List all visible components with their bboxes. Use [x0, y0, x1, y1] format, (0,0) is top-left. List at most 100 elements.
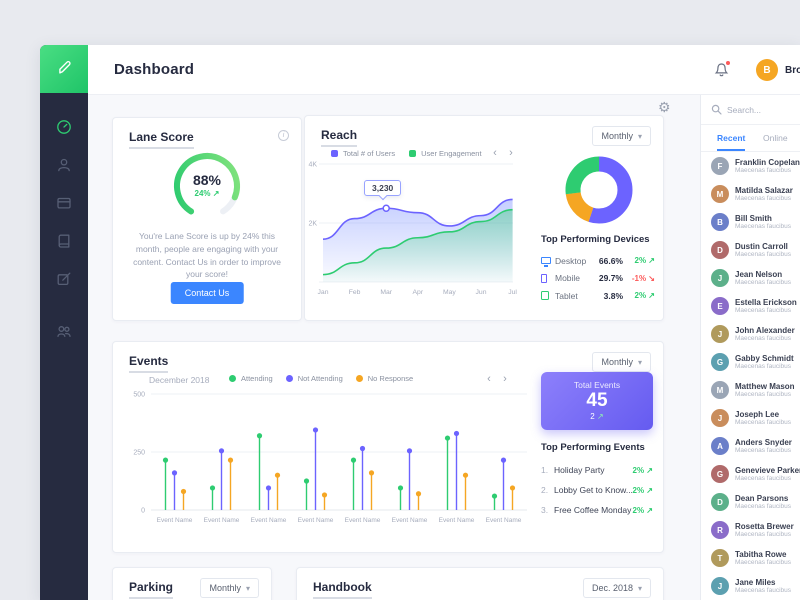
events-period-button[interactable]: Monthly ▾ [592, 352, 651, 372]
search-icon [711, 104, 722, 115]
contact-text: Matilda Salazar Maecenas faucibus [735, 186, 800, 202]
reach-title: Reach [321, 128, 358, 147]
contact-text: Dean Parsons Maecenas faucibus [735, 494, 800, 510]
svg-text:Apr: Apr [413, 289, 424, 296]
chevron-right-icon[interactable]: › [509, 147, 513, 159]
event-rank: 1. [541, 465, 549, 475]
device-row: Desktop 66.6% 2% ↗ [541, 252, 655, 270]
parking-period-button[interactable]: Monthly ▾ [200, 578, 259, 598]
svg-text:2K: 2K [308, 221, 317, 228]
handbook-period-button[interactable]: Dec. 2018 ▾ [582, 578, 651, 598]
contact-row[interactable]: M Matthew Mason Maecenas faucibus [701, 376, 800, 404]
contact-name: Franklin Copeland [735, 158, 800, 167]
contact-avatar: T [711, 549, 729, 567]
chevron-left-icon[interactable]: ‹ [487, 373, 491, 385]
chevron-left-icon[interactable]: ‹ [493, 147, 497, 159]
contact-row[interactable]: E Estella Erickson Maecenas faucibus [701, 292, 800, 320]
reach-period-button[interactable]: Monthly ▾ [592, 126, 651, 146]
contact-name: Joseph Lee [735, 410, 780, 419]
contact-avatar: G [711, 465, 729, 483]
contact-row[interactable]: J Joseph Lee Maecenas faucibus [701, 404, 800, 432]
legend-no-response: No Response [355, 374, 413, 383]
nav-profile-icon[interactable] [56, 157, 72, 173]
lane-score-title: Lane Score [129, 130, 194, 149]
nav-handbook-icon[interactable] [56, 233, 72, 249]
svg-text:Event Name: Event Name [157, 517, 193, 524]
contact-row[interactable]: G Gabby Schmidt Maecenas faucibus [701, 348, 800, 376]
sidebar-nav [40, 93, 88, 339]
app-logo[interactable] [40, 45, 88, 93]
nav-cards-icon[interactable] [56, 195, 72, 211]
device-row: Tablet 3.8% 2% ↗ [541, 287, 655, 305]
parking-card: Parking Monthly ▾ [112, 567, 272, 600]
user-avatar[interactable]: B [756, 59, 778, 81]
device-name: Mobile [555, 273, 581, 284]
contact-text: Rosetta Brewer Maecenas faucibus [735, 522, 800, 538]
arrow-up-icon: ↗ [596, 411, 604, 421]
legend-not-attending: Not Attending [285, 374, 343, 383]
search-input[interactable] [727, 104, 789, 115]
notifications-bell-icon[interactable] [714, 60, 731, 78]
gear-icon[interactable]: ⚙ [658, 99, 671, 115]
top-event-row[interactable]: 2. Lobby Get to Know... 2% ↗ [541, 480, 653, 500]
device-name: Tablet [555, 290, 578, 301]
nav-compose-icon[interactable] [56, 271, 72, 287]
contact-name: Matthew Mason [735, 382, 795, 391]
total-events-label: Total Events [573, 380, 621, 390]
contact-us-button[interactable]: Contact Us [170, 282, 244, 304]
contact-subtitle: Maecenas faucibus [735, 279, 792, 286]
chevron-right-icon[interactable]: › [503, 373, 507, 385]
svg-text:Event Name: Event Name [392, 517, 428, 524]
top-event-row[interactable]: 3. Free Coffee Monday 2% ↗ [541, 500, 653, 520]
contact-text: Joseph Lee Maecenas faucibus [735, 410, 800, 426]
device-icon [541, 257, 555, 268]
top-devices: Top Performing Devices Desktop 66.6% 2% … [541, 234, 655, 305]
contact-name: Tabitha Rowe [735, 550, 787, 559]
contact-row[interactable]: J Jane Miles Maecenas faucibus [701, 572, 800, 600]
event-delta: 2% ↗ [632, 505, 654, 515]
events-chart: 500 250 0 Event Name Event Name Event Name Eve… [133, 392, 527, 524]
contact-subtitle: Maecenas faucibus [735, 223, 792, 230]
parking-title: Parking [129, 580, 174, 599]
contact-row[interactable]: J Jean Nelson Maecenas faucibus [701, 264, 800, 292]
device-share: 3.8% [603, 290, 623, 301]
top-header: Dashboard B Bro [88, 45, 800, 95]
top-event-row[interactable]: 1. Holiday Party 2% ↗ [541, 460, 653, 480]
contact-avatar: M [711, 185, 729, 203]
svg-text:Mar: Mar [380, 289, 392, 296]
contact-name: Genevieve Parker [735, 466, 800, 475]
device-list: Desktop 66.6% 2% ↗ Mobile 29.7% -1% ↘ Ta… [541, 252, 655, 305]
nav-team-icon[interactable] [56, 323, 72, 339]
svg-text:Jun: Jun [476, 289, 487, 296]
contact-name: Anders Snyder [735, 438, 792, 447]
contact-text: Bill Smith Maecenas faucibus [735, 214, 800, 230]
contact-avatar: M [711, 381, 729, 399]
contact-row[interactable]: T Tabitha Rowe Maecenas faucibus [701, 544, 800, 572]
contact-row[interactable]: A Anders Snyder Maecenas faucibus [701, 432, 800, 460]
lane-score-description: You're Lane Score is up by 24% this mont… [133, 231, 281, 280]
info-icon[interactable]: i [278, 130, 289, 141]
contact-row[interactable]: F Franklin Copeland Maecenas faucibus [701, 152, 800, 180]
contact-subtitle: Maecenas faucibus [735, 531, 792, 538]
contact-text: Franklin Copeland Maecenas faucibus [735, 158, 800, 174]
device-delta: 2% ↗ [634, 291, 656, 301]
tab-recent[interactable]: Recent [717, 133, 746, 151]
contact-list: F Franklin Copeland Maecenas faucibus M … [701, 152, 800, 600]
svg-text:0: 0 [141, 508, 145, 515]
contact-row[interactable]: M Matilda Salazar Maecenas faucibus [701, 180, 800, 208]
tab-online[interactable]: Online [763, 133, 788, 143]
contact-row[interactable]: G Genevieve Parker Maecenas faucibus [701, 460, 800, 488]
contact-subtitle: Maecenas faucibus [735, 475, 792, 482]
nav-dashboard-icon[interactable] [56, 119, 72, 135]
contacts-search [701, 95, 800, 125]
legend-attending: Attending [229, 374, 273, 383]
svg-text:Jul: Jul [508, 289, 517, 296]
contact-row[interactable]: D Dean Parsons Maecenas faucibus [701, 488, 800, 516]
contact-row[interactable]: R Rosetta Brewer Maecenas faucibus [701, 516, 800, 544]
svg-text:4K: 4K [308, 162, 317, 169]
contact-row[interactable]: B Bill Smith Maecenas faucibus [701, 208, 800, 236]
contact-row[interactable]: D Dustin Carroll Maecenas faucibus [701, 236, 800, 264]
contact-row[interactable]: J John Alexander Maecenas faucibus [701, 320, 800, 348]
device-row: Mobile 29.7% -1% ↘ [541, 270, 655, 288]
contact-name: Dean Parsons [735, 494, 789, 503]
